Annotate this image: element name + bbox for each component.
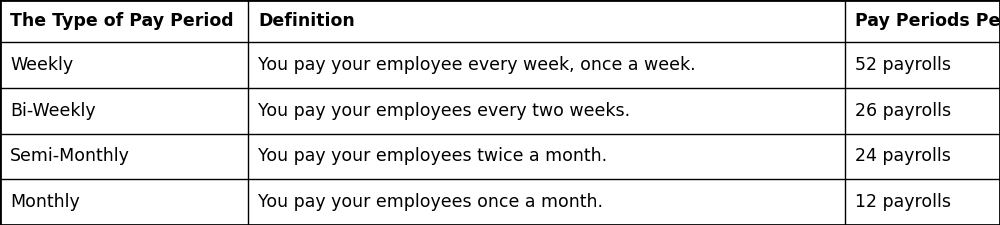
Text: Monthly: Monthly	[10, 193, 80, 211]
Bar	[0, 42, 248, 88]
Text: You pay your employees every two weeks.: You pay your employees every two weeks.	[258, 102, 630, 120]
Bar	[248, 133, 845, 179]
Bar	[845, 88, 1000, 133]
Bar	[0, 179, 248, 225]
Text: Pay Periods Per Year: Pay Periods Per Year	[855, 12, 1000, 30]
Text: You pay your employees twice a month.: You pay your employees twice a month.	[258, 147, 607, 165]
Bar	[845, 42, 1000, 88]
Text: 24 payrolls: 24 payrolls	[855, 147, 951, 165]
Bar	[0, 133, 248, 179]
Bar	[0, 0, 248, 42]
Text: Bi-Weekly: Bi-Weekly	[10, 102, 96, 120]
Bar	[845, 133, 1000, 179]
Text: Definition: Definition	[258, 12, 355, 30]
Bar	[248, 0, 845, 42]
Text: 12 payrolls: 12 payrolls	[855, 193, 951, 211]
Bar	[248, 42, 845, 88]
Text: You pay your employees once a month.: You pay your employees once a month.	[258, 193, 603, 211]
Bar	[248, 88, 845, 133]
Text: The Type of Pay Period: The Type of Pay Period	[10, 12, 234, 30]
Bar	[845, 0, 1000, 42]
Text: You pay your employee every week, once a week.: You pay your employee every week, once a…	[258, 56, 696, 74]
Text: 52 payrolls: 52 payrolls	[855, 56, 951, 74]
Text: Semi-Monthly: Semi-Monthly	[10, 147, 130, 165]
Text: Weekly: Weekly	[10, 56, 73, 74]
Bar	[248, 179, 845, 225]
Bar	[0, 88, 248, 133]
Bar	[845, 179, 1000, 225]
Text: 26 payrolls: 26 payrolls	[855, 102, 951, 120]
